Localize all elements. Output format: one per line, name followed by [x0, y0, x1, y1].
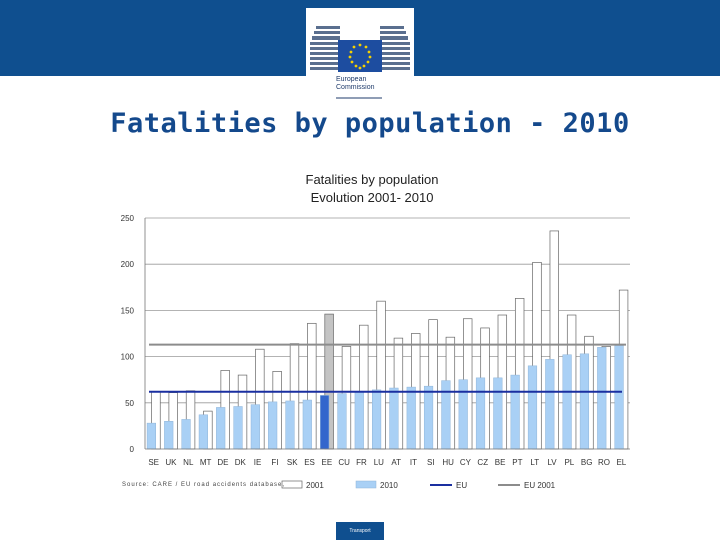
legend: 2001 2010 EU EU 2001	[281, 480, 556, 490]
footer-transport-label: Transport	[336, 522, 384, 540]
x-tick-label-CZ: CZ	[477, 458, 488, 467]
x-tick-label-AT: AT	[391, 458, 401, 467]
x-tick-label-CY: CY	[460, 458, 472, 467]
bar-2010-DK	[233, 406, 243, 450]
slide-title: Fatalities by population - 2010	[110, 108, 630, 139]
legend-swatch-2010	[355, 480, 377, 489]
bar-2010-SI	[423, 385, 434, 450]
bar-2010-PT	[510, 374, 520, 450]
y-tick-label-150: 150	[121, 306, 135, 315]
bar-2010-UK	[164, 421, 174, 450]
x-tick-label-FI: FI	[271, 458, 278, 467]
fatalities-chart: Fatalities by population Evolution 2001-…	[121, 172, 630, 490]
chart-title: Fatalities by population	[306, 172, 439, 187]
bar-2010-CU	[337, 393, 347, 450]
bar-2010-PL	[562, 354, 572, 450]
logo-line-1: European	[336, 76, 367, 83]
bar-2010-NL	[181, 419, 191, 450]
axes: 0 50 100 150 200 250 SE UK NL MT DE DK IE FI SK ES EE CU F…	[121, 214, 630, 467]
x-tick-label-CU: CU	[338, 458, 350, 467]
x-tick-label-LU: LU	[374, 458, 384, 467]
bar-2010-LV	[545, 359, 555, 450]
y-tick-label-50: 50	[125, 399, 134, 408]
x-tick-label-MT: MT	[200, 458, 212, 467]
legend-label-eu-2001: EU 2001	[524, 481, 556, 490]
x-tick-label-RO: RO	[598, 458, 610, 467]
x-tick-label-SK: SK	[287, 458, 298, 467]
reference-lines	[149, 343, 626, 393]
bar-2010-FI	[268, 401, 278, 450]
bar-2010-LT	[527, 365, 538, 450]
bar-2010-LU	[372, 389, 382, 450]
bar-2010-SE	[146, 422, 156, 450]
legend-label-2001: 2001	[306, 481, 324, 490]
bar-2010-FR	[354, 391, 364, 450]
y-tick-label-100: 100	[121, 353, 135, 362]
x-tick-label-DE: DE	[217, 458, 228, 467]
x-tick-label-NL: NL	[183, 458, 194, 467]
bar-2010-CZ	[475, 377, 486, 450]
x-tick-label-PT: PT	[512, 458, 522, 467]
x-tick-label-BG: BG	[581, 458, 593, 467]
bar-2010-RO	[597, 347, 607, 450]
bar-2010-DE	[216, 407, 226, 450]
european-commission-logo: European Commission	[306, 8, 414, 100]
berlaymont-building-icon	[310, 26, 410, 99]
bar-2010-AT	[389, 387, 399, 450]
x-tick-label-FR: FR	[356, 458, 367, 467]
bar-2010-ES	[302, 399, 312, 450]
logo-text: European Commission	[336, 76, 375, 92]
y-tick-label-0: 0	[130, 445, 135, 454]
source-note: Source: CARE / EU road accidents databas…	[122, 482, 286, 488]
x-tick-label-SE: SE	[148, 458, 159, 467]
bar-2010-IE	[250, 404, 260, 450]
x-tick-label-DK: DK	[235, 458, 247, 467]
x-tick-label-UK: UK	[165, 458, 177, 467]
legend-label-2010: 2010	[380, 481, 398, 490]
x-tick-label-IE: IE	[254, 458, 262, 467]
x-tick-label-LT: LT	[530, 458, 539, 467]
bar-2010-MT	[198, 414, 208, 450]
bar-2010-EE	[320, 395, 330, 450]
x-tick-label-ES: ES	[304, 458, 315, 467]
bar-2010-EL	[614, 345, 624, 450]
legend-label-eu: EU	[456, 481, 467, 490]
bar-2010-BE	[493, 377, 503, 450]
x-tick-label-EE: EE	[322, 458, 333, 467]
x-tick-label-SI: SI	[427, 458, 435, 467]
x-tick-label-BE: BE	[495, 458, 506, 467]
x-tick-label-PL: PL	[564, 458, 574, 467]
bars	[146, 230, 629, 450]
legend-swatch-2001	[281, 480, 303, 489]
bar-2010-CY	[458, 379, 468, 450]
x-tick-label-HU: HU	[442, 458, 454, 467]
y-tick-label-250: 250	[121, 214, 135, 223]
y-tick-label-200: 200	[121, 260, 135, 269]
logo-line-2: Commission	[336, 84, 375, 91]
x-tick-label-EL: EL	[616, 458, 626, 467]
bar-2010-IT	[406, 386, 416, 450]
chart-subtitle: Evolution 2001- 2010	[311, 190, 434, 205]
bar-2010-SK	[285, 400, 295, 450]
x-tick-label-LV: LV	[547, 458, 557, 467]
x-tick-label-IT: IT	[410, 458, 417, 467]
bar-2010-BG	[579, 353, 590, 450]
